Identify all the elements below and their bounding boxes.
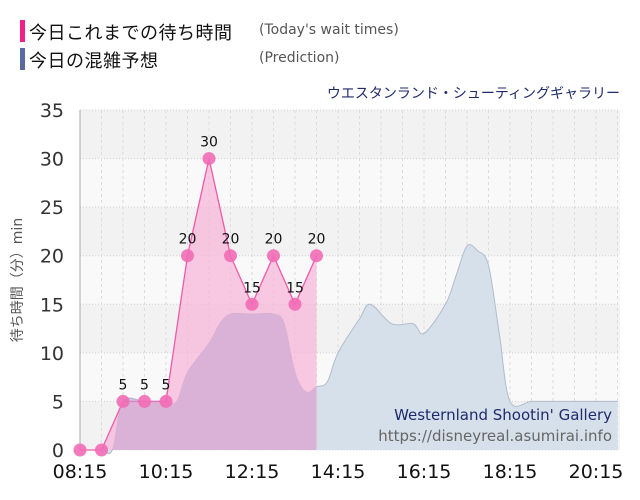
- x-tick-label: 08:15: [53, 461, 108, 483]
- actual-area: [80, 158, 318, 451]
- legend-label-jp: 今日これまでの待ち時間: [29, 23, 233, 44]
- x-tick-label: 20:15: [569, 461, 624, 483]
- x-tick-label: 18:15: [483, 461, 538, 483]
- data-point: [288, 297, 302, 311]
- data-label: 15: [286, 280, 304, 296]
- watermark-attraction-name: Westernland Shootin' Gallery: [394, 406, 612, 424]
- y-tick-label: 15: [40, 294, 64, 316]
- data-label: 15: [243, 280, 261, 296]
- x-tick-label: 14:15: [311, 461, 366, 483]
- data-point: [73, 443, 87, 457]
- overlap-fill: [80, 313, 317, 450]
- plot-band: [80, 158, 620, 208]
- data-label: 30: [200, 135, 218, 151]
- y-tick-label: 20: [40, 246, 64, 268]
- legend: 今日これまでの待ち時間 (Today's wait times) 今日の混雑予想…: [20, 18, 440, 74]
- data-point: [202, 152, 216, 166]
- data-point: [224, 249, 237, 263]
- data-point: [310, 249, 323, 263]
- legend-label-en: (Today's wait times): [259, 22, 399, 38]
- y-tick-label: 10: [40, 343, 64, 365]
- legend-swatch-actual: [20, 20, 25, 42]
- x-axis-ticks: 08:15 10:15 12:15 14:15 16:15 18:15 20:15: [53, 461, 624, 483]
- legend-item-prediction[interactable]: 今日の混雑予想 (Prediction): [20, 46, 440, 74]
- y-axis-ticks: 0 5 10 15 20 25 30 35: [40, 100, 64, 462]
- legend-label-en: (Prediction): [259, 50, 340, 66]
- actual-line: [80, 158, 318, 451]
- x-tick-label: 16:15: [397, 461, 452, 483]
- data-label: 20: [265, 232, 283, 248]
- data-label: 5: [119, 377, 128, 393]
- plot-band: [80, 255, 620, 305]
- y-tick-label: 0: [52, 440, 64, 462]
- y-axis-label: 待ち時間（分）min: [10, 218, 26, 342]
- watermark-url: https://disneyreal.asumirai.info: [378, 427, 612, 445]
- data-point: [138, 394, 151, 408]
- data-point: [267, 249, 280, 263]
- data-point: [159, 394, 173, 408]
- y-tick-label: 30: [40, 149, 64, 171]
- data-point: [95, 443, 108, 457]
- plot-band: [80, 207, 620, 256]
- x-tick-label: 12:15: [225, 461, 280, 483]
- legend-item-actual[interactable]: 今日これまでの待ち時間 (Today's wait times): [20, 18, 440, 46]
- data-point: [116, 394, 130, 408]
- y-tick-label: 5: [52, 391, 64, 413]
- chart-title: ウエスタンランド・シューティングギャラリー: [326, 86, 620, 102]
- legend-label-jp: 今日の混雑予想: [29, 51, 159, 72]
- data-label: 20: [308, 232, 326, 248]
- data-label: 20: [222, 232, 240, 248]
- data-point: [181, 249, 194, 263]
- plot-band: [80, 110, 620, 159]
- x-tick-label: 10:15: [139, 461, 194, 483]
- y-tick-label: 35: [40, 100, 64, 122]
- data-label: 5: [162, 377, 171, 393]
- legend-swatch-prediction: [20, 48, 25, 70]
- data-label: 20: [179, 232, 197, 248]
- y-tick-label: 25: [40, 197, 64, 219]
- data-label: 5: [140, 377, 149, 393]
- data-point: [245, 297, 259, 311]
